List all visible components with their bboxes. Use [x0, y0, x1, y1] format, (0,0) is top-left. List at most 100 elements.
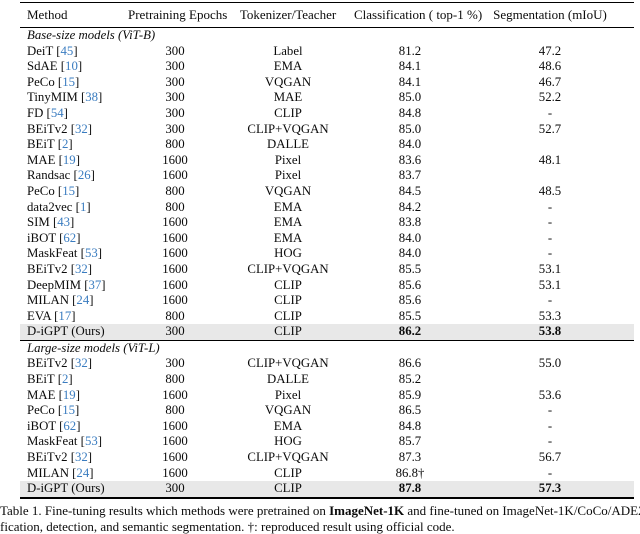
citation-link[interactable]: 24 [76, 466, 89, 480]
epochs-cell: 1600 [128, 215, 222, 231]
tokenizer-cell: DALLE [222, 372, 354, 388]
segmentation-cell: 48.1 [466, 153, 634, 169]
method-cell: PeCo [15] [20, 184, 128, 200]
citation-link[interactable]: 1 [80, 200, 86, 214]
citation-link[interactable]: 15 [62, 184, 75, 198]
classification-cell: 84.0 [354, 137, 466, 153]
segmentation-cell: 53.6 [466, 388, 634, 404]
epochs-cell: 1600 [128, 388, 222, 404]
classification-cell: 85.6 [354, 278, 466, 294]
segmentation-cell: 53.3 [466, 309, 634, 325]
method-cell: PeCo [15] [20, 403, 128, 419]
column-header-tokenizer: Tokenizer/Teacher [222, 7, 354, 23]
citation-link[interactable]: 32 [75, 122, 88, 136]
citation-link[interactable]: 24 [76, 293, 89, 307]
method-cell: EVA [17] [20, 309, 128, 325]
method-cell: TinyMIM [38] [20, 90, 128, 106]
citation-link[interactable]: 19 [63, 153, 76, 167]
segmentation-cell: 46.7 [466, 75, 634, 91]
epochs-cell: 300 [128, 106, 222, 122]
citation-link[interactable]: 43 [57, 215, 70, 229]
citation-link[interactable]: 53 [85, 246, 98, 260]
citation-link[interactable]: 37 [89, 278, 102, 292]
citation-link[interactable]: 26 [78, 168, 91, 182]
citation-link[interactable]: 17 [58, 309, 71, 323]
citation-link[interactable]: 62 [63, 419, 76, 433]
epochs-cell: 300 [128, 356, 222, 372]
classification-cell: 84.8 [354, 106, 466, 122]
tokenizer-cell: CLIP [222, 466, 354, 482]
classification-cell: 84.8 [354, 419, 466, 435]
epochs-cell: 1600 [128, 466, 222, 482]
tokenizer-cell: CLIP [222, 481, 354, 497]
epochs-cell: 800 [128, 309, 222, 325]
segmentation-cell: - [466, 200, 634, 216]
column-header-segmentation: Segmentation (mIoU) [466, 7, 634, 23]
classification-cell: 87.8 [354, 481, 466, 497]
method-cell: BEiTv2 [32] [20, 262, 128, 278]
method-cell: MAE [19] [20, 153, 128, 169]
method-cell: BEiT [2] [20, 137, 128, 153]
classification-cell: 83.7 [354, 168, 466, 184]
citation-link[interactable]: 2 [62, 372, 68, 386]
tokenizer-cell: Pixel [222, 153, 354, 169]
classification-cell: 85.9 [354, 388, 466, 404]
classification-cell: 86.6 [354, 356, 466, 372]
citation-link[interactable]: 62 [63, 231, 76, 245]
citation-link[interactable]: 10 [65, 59, 78, 73]
segmentation-cell: 48.5 [466, 184, 634, 200]
tokenizer-cell: Label [222, 44, 354, 60]
method-cell: BEiTv2 [32] [20, 450, 128, 466]
tokenizer-cell: VQGAN [222, 403, 354, 419]
epochs-cell: 800 [128, 137, 222, 153]
classification-cell: 83.8 [354, 215, 466, 231]
citation-link[interactable]: 32 [75, 450, 88, 464]
method-cell: BEiTv2 [32] [20, 122, 128, 138]
citation-link[interactable]: 2 [62, 137, 68, 151]
citation-link[interactable]: 32 [75, 356, 88, 370]
method-cell: FD [54] [20, 106, 128, 122]
epochs-cell: 1600 [128, 231, 222, 247]
citation-link[interactable]: 53 [85, 434, 98, 448]
segmentation-cell: - [466, 403, 634, 419]
tokenizer-cell: Pixel [222, 168, 354, 184]
tokenizer-cell: CLIP+VQGAN [222, 450, 354, 466]
citation-link[interactable]: 38 [85, 90, 98, 104]
segmentation-cell: 53.1 [466, 278, 634, 294]
citation-link[interactable]: 15 [62, 75, 75, 89]
epochs-cell: 1600 [128, 293, 222, 309]
segmentation-cell: - [466, 246, 634, 262]
citation-link[interactable]: 32 [75, 262, 88, 276]
segmentation-cell: - [466, 434, 634, 450]
segmentation-cell: - [466, 106, 634, 122]
segmentation-cell: 56.7 [466, 450, 634, 466]
epochs-cell: 1600 [128, 168, 222, 184]
classification-cell: 84.2 [354, 200, 466, 216]
epochs-cell: 800 [128, 403, 222, 419]
tokenizer-cell: CLIP+VQGAN [222, 262, 354, 278]
tokenizer-cell: CLIP [222, 293, 354, 309]
citation-link[interactable]: 19 [63, 388, 76, 402]
citation-link[interactable]: 54 [51, 106, 64, 120]
tokenizer-cell: Pixel [222, 388, 354, 404]
epochs-cell: 800 [128, 372, 222, 388]
citation-link[interactable]: 15 [62, 403, 75, 417]
classification-cell: 81.2 [354, 44, 466, 60]
citation-link[interactable]: 45 [61, 44, 74, 58]
